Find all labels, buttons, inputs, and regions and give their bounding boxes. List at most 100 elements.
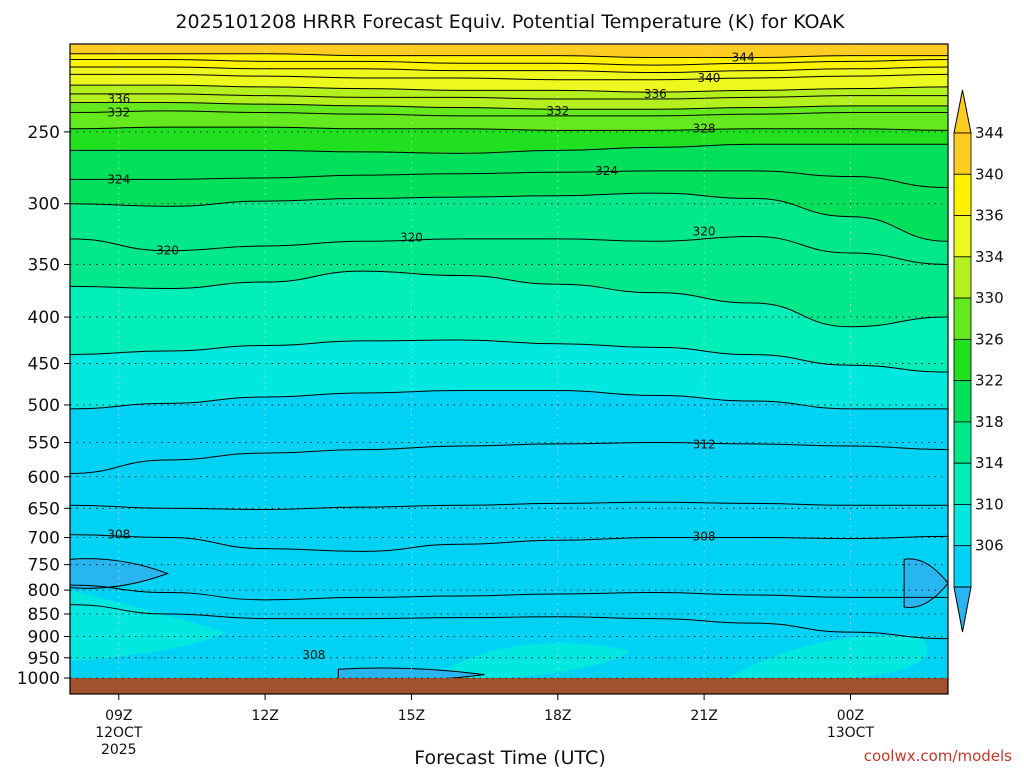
contour-label: 312 [693, 438, 716, 452]
chart-title: 2025101208 HRRR Forecast Equiv. Potentia… [175, 11, 845, 33]
x-tick-label: 15Z [398, 708, 425, 724]
colorbar: 344 340 336 334 330 326 322 318 314 310 306 [953, 89, 1004, 633]
y-tick-label: 900 [28, 627, 60, 647]
y-tick-label: 300 [28, 195, 60, 215]
colorbar-arrow-top [953, 89, 972, 134]
y-tick-label: 800 [28, 581, 60, 601]
contour-label: 332 [107, 106, 130, 120]
contour-label: 344 [732, 51, 755, 65]
ground-strip [70, 678, 948, 694]
colorbar-box [953, 462, 972, 505]
y-tick-label: 750 [28, 556, 60, 576]
colorbar-label: 310 [975, 495, 1004, 513]
contour-label: 320 [693, 225, 716, 239]
contour-line [70, 110, 948, 117]
contour-line [70, 501, 948, 511]
contour-line [70, 235, 948, 265]
contour-line [70, 192, 948, 242]
contour-line [70, 53, 948, 59]
contour-label: 320 [156, 244, 179, 258]
colorbar-label: 318 [975, 413, 1004, 431]
y-tick-label: 650 [28, 499, 60, 519]
x-tick-date: 13OCT [827, 725, 875, 741]
colorbar-box [953, 215, 972, 258]
colorbar-box [953, 256, 972, 299]
y-tick-label: 850 [28, 605, 60, 625]
contour-label: 308 [107, 528, 130, 542]
contour-line [70, 270, 948, 328]
colorbar-label: 326 [975, 330, 1004, 348]
colorbar-box [953, 545, 972, 588]
y-axis: 2503003504004505005506006507007508008509… [17, 123, 70, 689]
colorbar-label: 306 [975, 537, 1004, 555]
contour-line [70, 534, 948, 552]
contour-line [70, 84, 948, 93]
y-tick-label: 1000 [17, 669, 60, 689]
x-tick-year: 2025 [101, 742, 137, 758]
band-306-blob [70, 558, 169, 589]
contour-line [70, 584, 948, 601]
band-fill [70, 44, 948, 58]
colorbar-label: 330 [975, 289, 1004, 307]
y-tick-label: 700 [28, 528, 60, 548]
colorbar-box [953, 297, 972, 340]
colorbar-label: 334 [975, 248, 1004, 266]
contour-label: 332 [546, 104, 569, 118]
contour-line [70, 604, 948, 640]
y-tick-label: 500 [28, 396, 60, 416]
contour-line [70, 170, 948, 189]
y-tick-label: 550 [28, 433, 60, 453]
x-tick-label: 12Z [251, 708, 278, 724]
contour-label: 320 [400, 231, 423, 245]
x-tick-date: 12OCT [95, 725, 143, 741]
contour-line [70, 126, 948, 131]
colorbar-box [953, 421, 972, 464]
contour-line [70, 339, 948, 373]
band-fill [435, 643, 631, 678]
contour-label: 328 [693, 122, 716, 136]
contour-label: 308 [693, 529, 716, 543]
theta-e-field [70, 44, 948, 694]
contour-line [70, 441, 948, 474]
x-tick-label: 18Z [544, 708, 571, 724]
contour-line [70, 101, 948, 110]
contour-label: 336 [107, 92, 130, 106]
colorbar-box [953, 173, 972, 216]
colorbar-box [953, 338, 972, 382]
x-tick-label: 21Z [690, 708, 717, 724]
x-tick-label: 09Z [105, 708, 132, 724]
band-fill [728, 635, 928, 678]
y-tick-label: 350 [28, 255, 60, 275]
contour-line [70, 58, 948, 66]
y-tick-label: 600 [28, 468, 60, 488]
contour-line [70, 143, 948, 154]
colorbar-label: 314 [975, 454, 1004, 472]
contour-label: 336 [644, 87, 667, 101]
y-tick-label: 400 [28, 308, 60, 328]
contour-label: 324 [595, 164, 618, 178]
y-tick-label: 950 [28, 649, 60, 669]
x-tick-label: 00Z [837, 708, 864, 724]
colorbar-label: 322 [975, 372, 1004, 390]
colorbar-label: 340 [975, 165, 1004, 183]
contour-line [70, 73, 948, 81]
y-tick-label: 450 [28, 354, 60, 374]
contour-line [70, 66, 948, 73]
contour-lines [70, 53, 948, 640]
colorbar-box [953, 132, 972, 175]
colorbar-box [953, 504, 972, 547]
credit-text: coolwx.com/models [864, 747, 1012, 765]
contour-label: 308 [302, 648, 325, 662]
y-tick-label: 250 [28, 123, 60, 143]
colorbar-arrow-bottom [953, 586, 972, 633]
plot-frame [69, 43, 949, 695]
colorbar-label: 344 [975, 124, 1004, 142]
contour-label: 340 [698, 71, 721, 85]
x-axis-label: Forecast Time (UTC) [414, 747, 605, 768]
colorbar-label: 336 [975, 207, 1004, 225]
contour-line [70, 93, 948, 100]
contour-label: 324 [107, 172, 130, 186]
